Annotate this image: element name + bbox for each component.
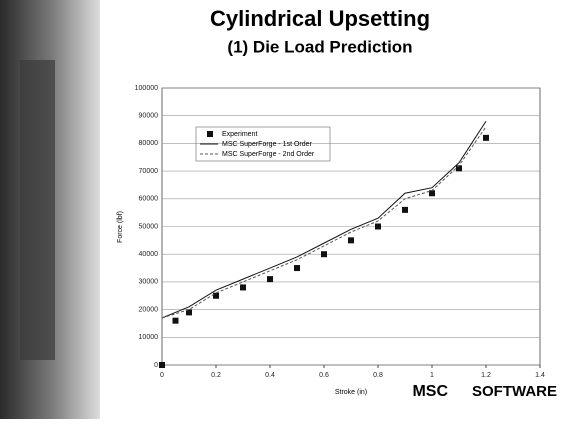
legend-label: MSC SuperForge - 1st Order <box>222 141 313 148</box>
y-tick-label: 30000 <box>139 279 159 286</box>
x-tick-label: 0.6 <box>319 372 329 379</box>
data-point <box>267 276 273 282</box>
data-point <box>213 293 219 299</box>
x-tick-label: 1.2 <box>481 372 491 379</box>
x-tick-label: 0.2 <box>211 372 221 379</box>
slide: Cylindrical Upsetting (1) Die Load Predi… <box>0 0 565 419</box>
x-tick-label: 0.4 <box>265 372 275 379</box>
y-tick-label: 10000 <box>139 334 159 341</box>
data-point <box>173 318 179 324</box>
y-tick-label: 100000 <box>135 85 158 92</box>
y-tick-label: 20000 <box>139 306 159 313</box>
data-point <box>375 224 381 230</box>
y-axis-label: Force (lbf) <box>117 211 124 243</box>
data-point <box>348 237 354 243</box>
legend-label: MSC SuperForge - 2nd Order <box>222 151 315 158</box>
y-tick-label: 0 <box>154 362 158 369</box>
data-point <box>429 190 435 196</box>
data-point <box>240 284 246 290</box>
data-point <box>321 251 327 257</box>
y-tick-label: 60000 <box>139 196 159 203</box>
y-tick-label: 50000 <box>139 223 159 230</box>
y-tick-label: 80000 <box>139 140 159 147</box>
y-tick-label: 70000 <box>139 168 159 175</box>
title: Cylindrical Upsetting <box>210 6 430 31</box>
logo-left: MSC <box>412 383 448 400</box>
side-photo-figure <box>20 60 55 360</box>
legend-label: Experiment <box>222 131 257 138</box>
x-tick-label: 0 <box>160 372 164 379</box>
x-tick-label: 1 <box>430 372 434 379</box>
subtitle: (1) Die Load Prediction <box>227 37 412 56</box>
x-axis-label: Stroke (in) <box>335 389 367 396</box>
legend-marker <box>207 131 213 137</box>
x-tick-label: 0.8 <box>373 372 383 379</box>
data-point <box>294 265 300 271</box>
y-tick-label: 40000 <box>139 251 159 258</box>
logo-right: SOFTWARE <box>472 383 557 400</box>
data-point <box>159 362 165 368</box>
x-tick-label: 1.4 <box>535 372 545 379</box>
data-point <box>483 135 489 141</box>
data-point <box>402 207 408 213</box>
y-tick-label: 90000 <box>139 113 159 120</box>
